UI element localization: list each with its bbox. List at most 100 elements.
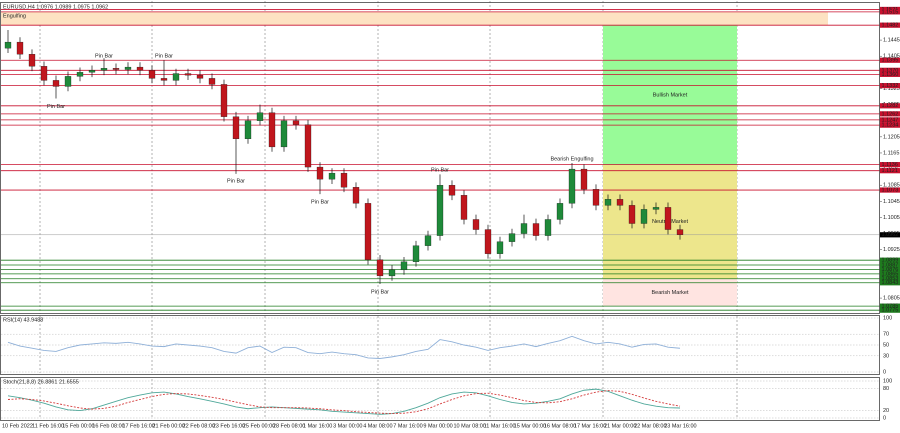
level-label: 1.0876 <box>882 267 899 273</box>
stoch-title: Stoch(21,8,8) 26.8861 21.6555 <box>3 379 79 385</box>
candle-body <box>364 203 372 260</box>
candle-body <box>16 41 24 55</box>
level-label: 1.1136 <box>882 162 898 168</box>
y-tick-label: 80 <box>883 386 889 392</box>
candle-body <box>424 235 432 246</box>
candle-body <box>292 120 300 125</box>
level-tag <box>880 280 900 286</box>
level-label: 1.1247 <box>882 117 899 123</box>
candle-body <box>652 207 660 210</box>
level-label: 1.1370 <box>882 68 899 74</box>
level-label: 1.1332 <box>882 83 899 89</box>
candle-body <box>88 70 96 73</box>
y-tick-label: 1.1005 <box>883 215 900 221</box>
level-tag <box>880 103 900 109</box>
level-tag <box>880 257 900 263</box>
annotation: Pin Bar <box>311 200 329 206</box>
level-tag <box>880 117 900 123</box>
y-tick-label: 1.1405 <box>883 54 900 60</box>
zone-label: Bearish Market <box>652 290 689 296</box>
y-tick-label: 1.1085 <box>883 183 900 189</box>
y-tick-label: 0 <box>883 369 886 375</box>
candle-body <box>244 120 252 140</box>
candle-body <box>388 269 396 277</box>
level-label: 1.0899 <box>882 258 899 264</box>
level-tag <box>880 266 900 273</box>
level-tag <box>880 57 900 63</box>
x-tick-label: 16 Mar 08:00 <box>544 423 576 429</box>
x-tick-label: 4 Mar 08:00 <box>363 423 392 429</box>
x-tick-label: 11 Mar 16:00 <box>484 423 516 429</box>
level-label: 1.1360 <box>882 72 899 78</box>
y-tick-label: 1.1445 <box>883 38 900 44</box>
level-tag <box>880 168 900 174</box>
candle-body <box>436 185 444 236</box>
rsi-title: RSI(14) 43.9488 <box>3 317 43 323</box>
level-label: 1.0775 <box>882 308 899 314</box>
candle-body <box>604 199 612 206</box>
candle-body <box>592 189 600 206</box>
x-tick-label: 16 Feb 08:00 <box>92 423 124 429</box>
indicator-line <box>7 335 681 359</box>
candle-body <box>52 80 60 87</box>
candle-body <box>124 66 132 70</box>
level-label: 1.0887 <box>882 262 899 268</box>
y-tick-label: 1.0805 <box>883 296 900 302</box>
indicator-line <box>7 388 681 415</box>
x-tick-label: 10 Mar 08:00 <box>454 423 486 429</box>
candle-body <box>316 166 324 180</box>
price-title: EURUSD,H4 1.0976 1.0989 1.0975 1.0962 <box>3 4 108 10</box>
candle-body <box>508 233 516 242</box>
y-tick-label: 0 <box>883 415 886 421</box>
candle-body <box>256 112 264 121</box>
candle-body <box>544 219 552 236</box>
annotation: Pin Bar <box>431 168 449 174</box>
candle-body <box>472 219 480 230</box>
x-tick-label: 17 Feb 16:00 <box>122 423 154 429</box>
candle-body <box>112 68 120 70</box>
level-label: 1.1234 <box>882 123 899 129</box>
y-tick-label: 1.1325 <box>883 86 900 92</box>
current-price-tag <box>880 232 900 238</box>
candle-body <box>304 124 312 168</box>
level-tag <box>880 276 900 282</box>
candle-body <box>568 168 576 204</box>
level-label: 1.0843 <box>882 280 899 286</box>
resistance-band <box>1 11 828 26</box>
level-label: 1.0853 <box>882 276 899 282</box>
candle-body <box>4 41 12 49</box>
candle-body <box>136 66 144 71</box>
annotation: Pin Bar <box>95 54 113 60</box>
candle-body <box>352 187 360 204</box>
level-label: 1.1515 <box>882 9 899 15</box>
candle-body <box>40 66 48 81</box>
y-tick-label: 70 <box>883 332 889 338</box>
market-zone <box>603 278 737 307</box>
candle-body <box>184 73 192 76</box>
annotation: Bearish Engulfing <box>550 156 593 162</box>
y-tick-label: 50 <box>883 342 889 348</box>
candle-body <box>196 75 204 79</box>
x-tick-label: 3 Mar 00:00 <box>333 423 362 429</box>
y-tick-label: 1.0925 <box>883 247 900 253</box>
candle-body <box>400 261 408 271</box>
candle-body <box>76 72 84 77</box>
rsi-panel-frame <box>0 315 880 375</box>
candle-body <box>340 172 348 188</box>
y-tick-label: 1.1205 <box>883 134 900 140</box>
level-tag <box>880 303 900 309</box>
level-tag <box>880 271 900 277</box>
x-tick-label: 22 Feb 08:00 <box>183 423 215 429</box>
level-label: 1.1073 <box>882 188 899 194</box>
level-tag <box>880 9 900 15</box>
candle-body <box>628 205 636 224</box>
candle-body <box>208 78 216 85</box>
candle-body <box>148 70 156 79</box>
x-tick-label: 22 Mar 08:00 <box>634 423 666 429</box>
current-price-label: 1.0962 <box>882 232 899 238</box>
candle-body <box>640 209 648 224</box>
x-tick-label: 23 Feb 16:00 <box>213 423 245 429</box>
y-tick-label: 30 <box>883 353 889 359</box>
level-tag <box>880 162 900 168</box>
